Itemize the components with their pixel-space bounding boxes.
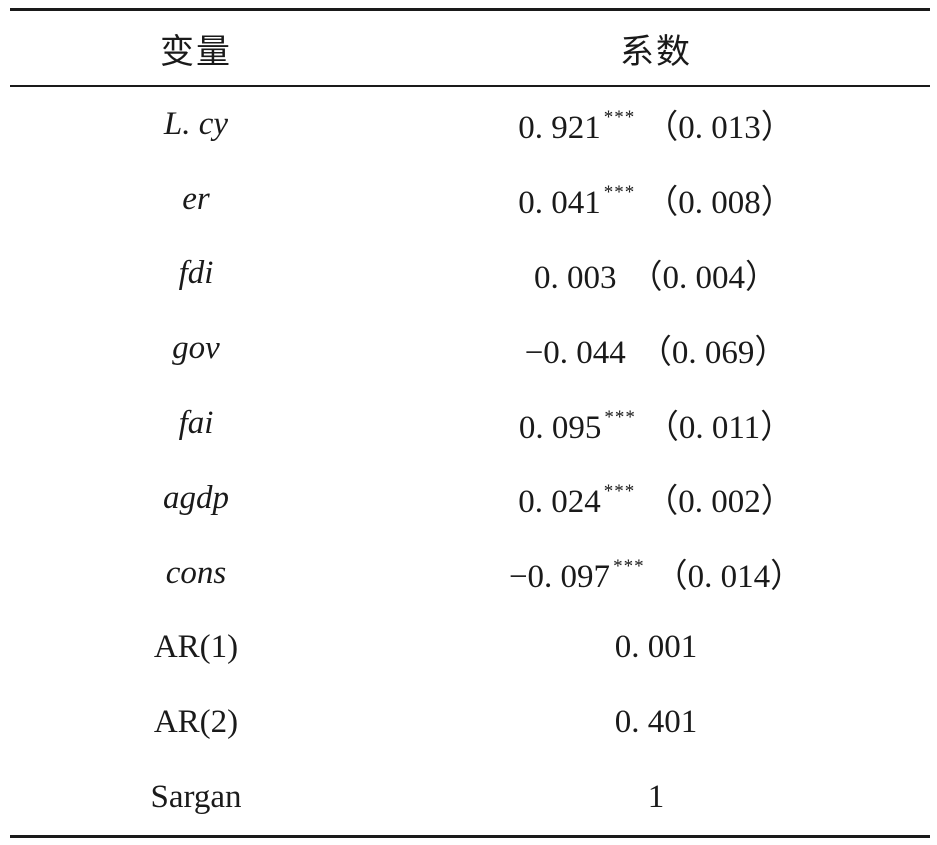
table-row: fai 0. 095 *** （0. 011） bbox=[10, 386, 930, 461]
variable-cell: er bbox=[182, 180, 210, 217]
top-rule bbox=[10, 8, 930, 11]
coefficient-cell: 0. 024 *** （0. 002） bbox=[382, 474, 930, 522]
table-row: gov −0. 044 （0. 069） bbox=[10, 311, 930, 386]
coefficient-cell: −0. 097 *** （0. 014） bbox=[382, 549, 930, 597]
variable-cell: fdi bbox=[178, 255, 214, 292]
variable-cell: cons bbox=[165, 554, 227, 591]
table-row: cons −0. 097 *** （0. 014） bbox=[10, 536, 930, 611]
coefficient-cell: 0. 041 *** （0. 008） bbox=[382, 175, 930, 223]
coefficient-cell: 0. 095 *** （0. 011） bbox=[382, 400, 930, 448]
table-row: agdp 0. 024 *** （0. 002） bbox=[10, 461, 930, 536]
standard-error: （0. 008） bbox=[645, 185, 794, 222]
coefficient-cell: 0. 921 *** （0. 013） bbox=[382, 100, 930, 148]
coefficient-value: 0. 921 bbox=[518, 110, 601, 147]
coefficient-value: 0. 401 bbox=[614, 704, 698, 741]
standard-error: （0. 002） bbox=[645, 484, 794, 521]
variable-cell: Sargan bbox=[150, 779, 242, 816]
coefficient-cell: 0. 003 （0. 004） bbox=[382, 250, 930, 298]
table-row: er 0. 041 *** （0. 008） bbox=[10, 162, 930, 237]
variable-cell: gov bbox=[172, 330, 220, 367]
standard-error: （0. 004） bbox=[629, 259, 779, 296]
coefficient-value: 0. 024 bbox=[518, 484, 601, 521]
regression-table: 变量 系数 L. cy 0. 921 *** （0. 013） er 0. 041 *… bbox=[10, 8, 930, 838]
table-header: 变量 系数 bbox=[10, 11, 930, 85]
table-row: L. cy 0. 921 *** （0. 013） bbox=[10, 87, 930, 162]
coefficient-cell: 0. 001 bbox=[382, 629, 930, 666]
coefficient-value: −0. 097 bbox=[508, 559, 611, 596]
variable-cell: AR(1) bbox=[153, 629, 239, 666]
standard-error: （0. 013） bbox=[645, 110, 794, 147]
standard-error: （0. 014） bbox=[654, 559, 804, 596]
header-variable: 变量 bbox=[160, 31, 232, 72]
coefficient-cell: 1 bbox=[382, 779, 930, 816]
variable-cell: L. cy bbox=[163, 105, 229, 142]
standard-error: （0. 069） bbox=[638, 334, 788, 371]
significance-stars: *** bbox=[613, 556, 645, 578]
coefficient-value: 0. 095 bbox=[518, 409, 602, 446]
significance-stars: *** bbox=[604, 406, 636, 428]
variable-cell: fai bbox=[178, 405, 214, 442]
coefficient-value: −0. 044 bbox=[524, 334, 626, 371]
significance-stars: *** bbox=[603, 107, 636, 129]
coefficient-cell: −0. 044 （0. 069） bbox=[382, 325, 930, 373]
coefficient-cell: 0. 401 bbox=[382, 704, 930, 741]
coefficient-value: 0. 003 bbox=[534, 259, 617, 296]
coefficient-value: 0. 041 bbox=[518, 185, 601, 222]
coefficient-value: 0. 001 bbox=[614, 629, 698, 666]
table-body: L. cy 0. 921 *** （0. 013） er 0. 041 *** （0. … bbox=[10, 87, 930, 835]
bottom-rule bbox=[10, 835, 930, 838]
standard-error: （0. 011） bbox=[645, 409, 794, 446]
coefficient-value: 1 bbox=[647, 779, 665, 816]
table-row: Sargan 1 bbox=[10, 760, 930, 835]
table-row: AR(2) 0. 401 bbox=[10, 685, 930, 760]
table-row: AR(1) 0. 001 bbox=[10, 611, 930, 686]
table-row: fdi 0. 003 （0. 004） bbox=[10, 237, 930, 312]
significance-stars: *** bbox=[603, 481, 636, 503]
variable-cell: AR(2) bbox=[153, 704, 239, 741]
header-rule bbox=[10, 85, 930, 87]
variable-cell: agdp bbox=[163, 479, 229, 516]
significance-stars: *** bbox=[603, 182, 636, 204]
header-coefficient: 系数 bbox=[620, 31, 692, 72]
